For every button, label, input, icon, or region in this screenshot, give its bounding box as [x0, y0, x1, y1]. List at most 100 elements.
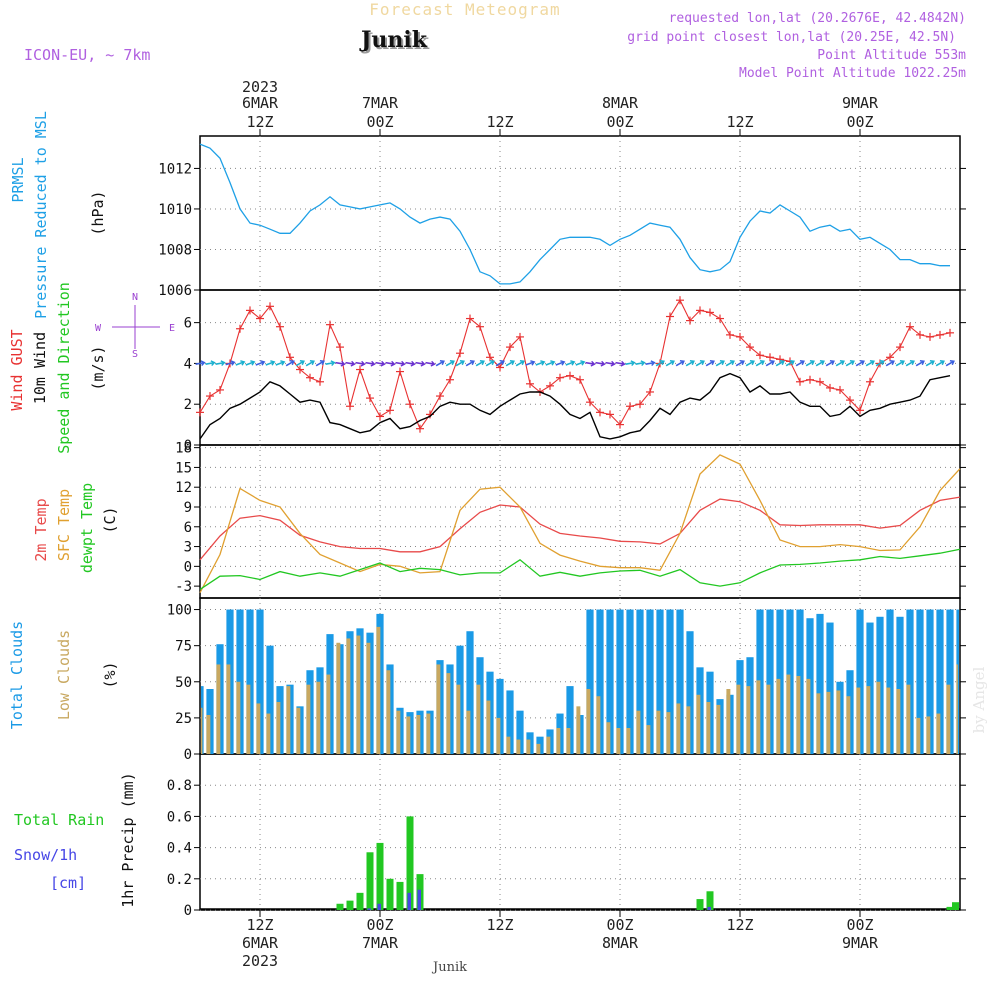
header: Forecast Meteogram Junik Junik ICON-EU, … — [24, 0, 988, 975]
low-cloud-bar — [656, 710, 661, 754]
wind-direction-arrow — [695, 360, 705, 367]
wind-arrow-head — [390, 360, 396, 367]
wind-direction-arrow — [315, 360, 325, 367]
label-ms: (m/s) — [89, 345, 107, 390]
y-tick-label: 25 — [175, 711, 192, 727]
wind-direction-arrow — [795, 360, 805, 367]
low-cloud-bar — [306, 684, 311, 754]
wind-direction-arrow — [345, 361, 355, 365]
wind-arrow-head — [550, 360, 556, 366]
low-cloud-bar — [536, 743, 541, 754]
wind-direction-arrow — [875, 360, 885, 367]
x-tick-hour-bottom: 12Z — [246, 916, 273, 934]
low-cloud-bar — [676, 703, 681, 754]
rain-bar — [346, 900, 354, 910]
wind-arrow-head — [719, 360, 725, 366]
total-cloud-bar — [606, 609, 614, 754]
wind-direction-arrow — [265, 361, 275, 366]
wind-direction-arrow — [565, 361, 575, 366]
wind-direction-arrow — [895, 360, 905, 367]
x-tick-date-bottom: 9MAR — [842, 934, 879, 952]
wind-direction-arrow — [945, 360, 955, 367]
wind-direction-arrow — [195, 361, 205, 365]
y-tick-label: 4 — [184, 356, 192, 372]
total-cloud-bar — [946, 609, 954, 754]
rain-bar — [366, 852, 374, 910]
wind-arrow-head — [540, 360, 546, 366]
low-cloud-bar — [956, 664, 958, 754]
total-cloud-bar — [636, 609, 644, 754]
wind-arrow-head — [759, 360, 765, 366]
low-cloud-bar — [816, 693, 821, 754]
wind-direction-arrow — [335, 361, 345, 365]
wind-direction-arrow — [815, 360, 825, 367]
wind-direction-arrow — [485, 360, 495, 367]
snow-bar — [417, 889, 421, 910]
y-tick-label: 0.2 — [167, 872, 192, 888]
y-tick-label: 9 — [184, 500, 192, 516]
wind-arrow-head — [570, 360, 576, 366]
total-cloud-bar — [906, 609, 914, 754]
x-tick-date-bottom: 6MAR — [242, 934, 279, 952]
wind-arrow-head — [489, 360, 495, 366]
wind-arrow-head — [560, 360, 566, 366]
wind-arrow-head — [289, 360, 295, 366]
low-cloud-bar — [246, 684, 251, 754]
low-cloud-bar — [486, 700, 491, 754]
total-cloud-bar — [266, 645, 274, 754]
y-tick-label: 0.6 — [167, 809, 192, 825]
wind-arrow-head — [240, 360, 246, 366]
snow-bar — [707, 906, 711, 910]
low-cloud-bar — [726, 689, 731, 754]
footer-location: Junik — [431, 960, 467, 975]
wind-arrow-head — [699, 360, 705, 366]
low-cloud-bar — [786, 674, 791, 754]
wind-arrow-head — [530, 360, 536, 366]
total-cloud-bar — [936, 609, 944, 754]
low-cloud-bar — [876, 681, 881, 754]
low-cloud-bar — [926, 716, 931, 754]
x-tick-hour-top: 12Z — [246, 113, 273, 131]
wind-direction-arrow — [225, 361, 235, 366]
wind-direction-arrow — [715, 360, 725, 367]
wind-direction-arrow — [255, 361, 265, 366]
rain-bar — [952, 902, 959, 910]
compass-e: E — [169, 323, 175, 334]
snow-bar — [377, 903, 381, 910]
x-tick-date-top: 9MAR — [842, 94, 879, 112]
total-cloud-bar — [816, 613, 824, 754]
y-tick-label: 3 — [184, 540, 192, 556]
wind-direction-arrow — [215, 361, 225, 365]
model-altitude: Model Point Altitude 1022.25m — [739, 66, 966, 81]
label-10m-wind: 10m Wind — [31, 332, 49, 404]
y-tick-label: 0.8 — [167, 778, 192, 794]
y-tick-label: 15 — [175, 460, 192, 476]
wind-direction-arrow — [515, 360, 525, 367]
total-cloud-bar — [466, 631, 474, 754]
total-cloud-bar — [256, 609, 264, 754]
wind-arrow-head — [919, 360, 925, 366]
wind-arrow-head — [679, 360, 685, 366]
compass-s: S — [132, 349, 138, 360]
low-cloud-bar — [366, 642, 371, 754]
wind-arrow-head — [620, 360, 626, 367]
total-cloud-bar — [496, 678, 504, 754]
total-cloud-bar — [506, 690, 514, 754]
low-cloud-bar — [776, 678, 781, 754]
low-cloud-bar — [946, 684, 951, 754]
panel-frame-2 — [199, 289, 961, 446]
total-cloud-bar — [596, 609, 604, 754]
x-tick-hour-top: 00Z — [606, 113, 633, 131]
wind-arrow-head — [400, 360, 406, 367]
dewpoint-line — [199, 548, 961, 590]
x-tick-hour-top: 00Z — [846, 113, 873, 131]
low-cloud-bar — [286, 686, 291, 754]
total-cloud-bar — [516, 710, 524, 754]
low-cloud-bar — [626, 728, 631, 754]
label-2m-temp: 2m Temp — [32, 498, 50, 561]
model-label: ICON-EU, ~ 7km — [24, 46, 150, 64]
low-cloud-bar — [646, 725, 651, 754]
y-tick-label: 50 — [175, 675, 192, 691]
x-tick-date-bottom: 8MAR — [602, 934, 639, 952]
wind-arrow-head — [299, 360, 305, 366]
